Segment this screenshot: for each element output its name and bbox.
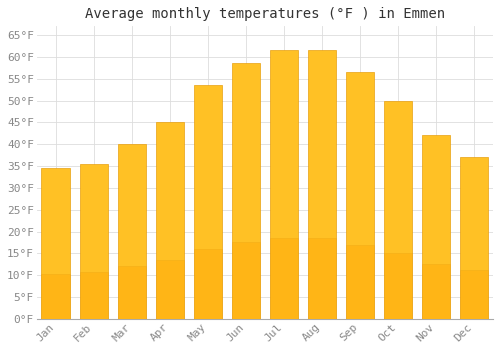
Bar [232, 242, 260, 319]
Bar [232, 63, 260, 319]
Bar [422, 135, 450, 319]
Bar [270, 238, 298, 319]
Bar [308, 50, 336, 319]
Bar [308, 238, 336, 319]
Bar [346, 72, 374, 319]
Bar [42, 274, 70, 319]
Bar [194, 249, 222, 319]
Title: Average monthly temperatures (°F ) in Emmen: Average monthly temperatures (°F ) in Em… [85, 7, 445, 21]
Bar [422, 264, 450, 319]
Bar [156, 122, 184, 319]
Bar [460, 271, 488, 319]
Bar [346, 245, 374, 319]
Bar [80, 272, 108, 319]
Bar [460, 157, 488, 319]
Bar [194, 85, 222, 319]
Bar [270, 50, 298, 319]
Bar [118, 266, 146, 319]
Bar [384, 253, 412, 319]
Bar [156, 260, 184, 319]
Bar [42, 168, 70, 319]
Bar [384, 100, 412, 319]
Bar [118, 144, 146, 319]
Bar [80, 164, 108, 319]
